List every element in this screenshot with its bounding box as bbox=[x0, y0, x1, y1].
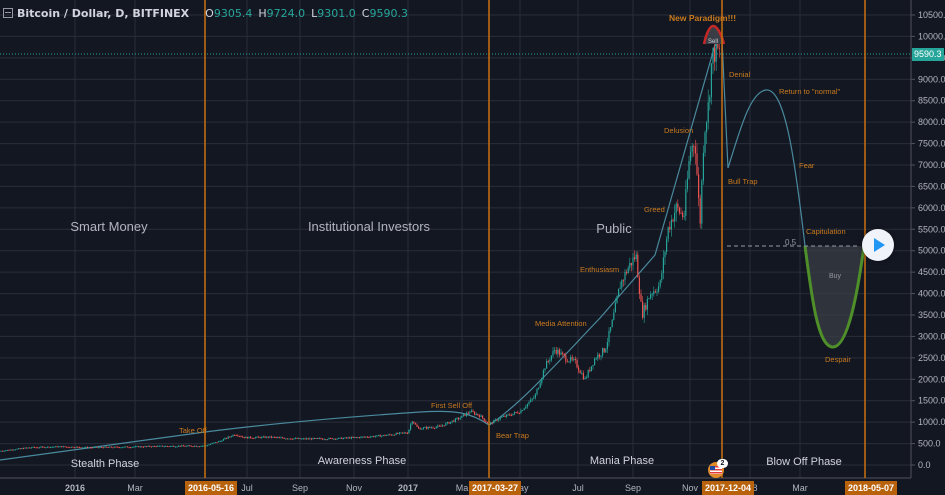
open-value: 9305.4 bbox=[213, 6, 253, 20]
price-tick: 3500.0 bbox=[918, 310, 945, 320]
buy-curve[interactable] bbox=[803, 245, 866, 349]
price-tick: 7500.0 bbox=[918, 139, 945, 149]
high-value: 9724.0 bbox=[266, 6, 306, 20]
annotation-delusion[interactable]: Delusion bbox=[664, 126, 693, 135]
open-label: O bbox=[205, 6, 214, 20]
group-institutional-label: Institutional Investors bbox=[308, 219, 431, 234]
phase-stealth-label: Stealth Phase bbox=[71, 458, 140, 470]
annotation-fear[interactable]: Fear bbox=[799, 161, 815, 170]
time-tick: Mar bbox=[127, 483, 143, 493]
annotation-capitulation[interactable]: Capitulation bbox=[806, 227, 846, 236]
horizontal-grid bbox=[0, 14, 911, 466]
price-tick: 10500.0 bbox=[918, 10, 945, 20]
last-price-tag: 9590.3 bbox=[912, 48, 944, 61]
date-tag-2016-05-16: 2016-05-16 bbox=[185, 481, 238, 495]
annotation-denial[interactable]: Denial bbox=[729, 70, 751, 79]
price-tick: 1000.0 bbox=[918, 417, 945, 427]
time-tick: Sep bbox=[292, 483, 308, 493]
price-tick: 8000.0 bbox=[918, 117, 945, 127]
price-tick: 5000.0 bbox=[918, 246, 945, 256]
annotation-return-normal[interactable]: Return to "normal" bbox=[779, 87, 841, 96]
price-tick: 500.0 bbox=[918, 439, 941, 449]
price-tick: 5500.0 bbox=[918, 224, 945, 234]
group-smart-money-label: Smart Money bbox=[70, 219, 148, 234]
time-tick: Sep bbox=[625, 483, 641, 493]
group-public-label: Public bbox=[596, 221, 632, 236]
symbol-title[interactable]: Bitcoin / Dollar, D, BITFINEX bbox=[17, 6, 190, 20]
price-tick: 2000.0 bbox=[918, 374, 945, 384]
date-tag-2017-12-04: 2017-12-04 bbox=[702, 481, 755, 495]
annotation-bear-trap[interactable]: Bear Trap bbox=[496, 431, 529, 440]
candlesticks bbox=[0, 35, 720, 452]
annotation-media-attention[interactable]: Media Attention bbox=[535, 319, 587, 328]
close-label: C bbox=[361, 6, 370, 20]
high-label: H bbox=[258, 6, 267, 20]
low-value: 9301.0 bbox=[317, 6, 356, 20]
play-replay-button[interactable] bbox=[862, 229, 894, 261]
phase-mania-label: Mania Phase bbox=[590, 455, 654, 467]
time-tick: 2016 bbox=[65, 483, 85, 493]
price-tick: 3000.0 bbox=[918, 331, 945, 341]
fib-level-label: 0.5 bbox=[785, 238, 797, 247]
vertical-grid bbox=[74, 0, 801, 478]
annotation-take-off[interactable]: Take Off bbox=[179, 426, 208, 435]
annotation-sell[interactable]: Sell bbox=[708, 39, 718, 45]
price-tick: 6500.0 bbox=[918, 181, 945, 191]
price-tick: 10000.0 bbox=[918, 31, 945, 41]
time-tick: Ma bbox=[456, 483, 469, 493]
low-label: L bbox=[311, 6, 318, 20]
market-cycle-curve[interactable] bbox=[0, 38, 806, 461]
annotation-enthusiasm[interactable]: Enthusiasm bbox=[580, 265, 619, 274]
date-tag-2018-05-07: 2018-05-07 bbox=[845, 481, 898, 495]
time-tick: Nov bbox=[682, 483, 699, 493]
price-tick: 1500.0 bbox=[918, 396, 945, 406]
price-axis[interactable]: 10500.010000.09500.09000.08500.08000.075… bbox=[911, 10, 945, 470]
annotation-first-sell-off[interactable]: First Sell Off bbox=[431, 401, 473, 410]
price-tick: 4000.0 bbox=[918, 289, 945, 299]
price-tick: 4500.0 bbox=[918, 267, 945, 277]
price-tick: 6000.0 bbox=[918, 203, 945, 213]
time-tick: Nov bbox=[346, 483, 363, 493]
date-tag-2017-03-27: 2017-03-27 bbox=[469, 481, 522, 495]
event-count-badge: 2 bbox=[717, 459, 728, 468]
time-tick: Mar bbox=[792, 483, 808, 493]
annotation-bull-trap[interactable]: Bull Trap bbox=[728, 177, 758, 186]
price-tick: 2500.0 bbox=[918, 353, 945, 363]
sell-zone-curve[interactable] bbox=[702, 24, 726, 45]
time-tick: Jul bbox=[241, 483, 253, 493]
annotation-despair[interactable]: Despair bbox=[825, 355, 851, 364]
phase-awareness-label: Awareness Phase bbox=[318, 455, 406, 467]
price-tick: 7000.0 bbox=[918, 160, 945, 170]
time-tick: Jul bbox=[572, 483, 584, 493]
price-tick: 8500.0 bbox=[918, 96, 945, 106]
close-value: 9590.3 bbox=[369, 6, 408, 20]
price-tick: 9000.0 bbox=[918, 74, 945, 84]
annotation-greed[interactable]: Greed bbox=[644, 205, 665, 214]
annotation-new-paradigm[interactable]: New Paradigm!!! bbox=[669, 13, 736, 23]
price-tick: 0.0 bbox=[918, 460, 931, 470]
annotation-buy[interactable]: Buy bbox=[829, 273, 842, 280]
time-tick: 2017 bbox=[398, 483, 418, 493]
phase-blowoff-label: Blow Off Phase bbox=[766, 456, 842, 468]
collapse-legend-icon[interactable] bbox=[3, 8, 13, 18]
